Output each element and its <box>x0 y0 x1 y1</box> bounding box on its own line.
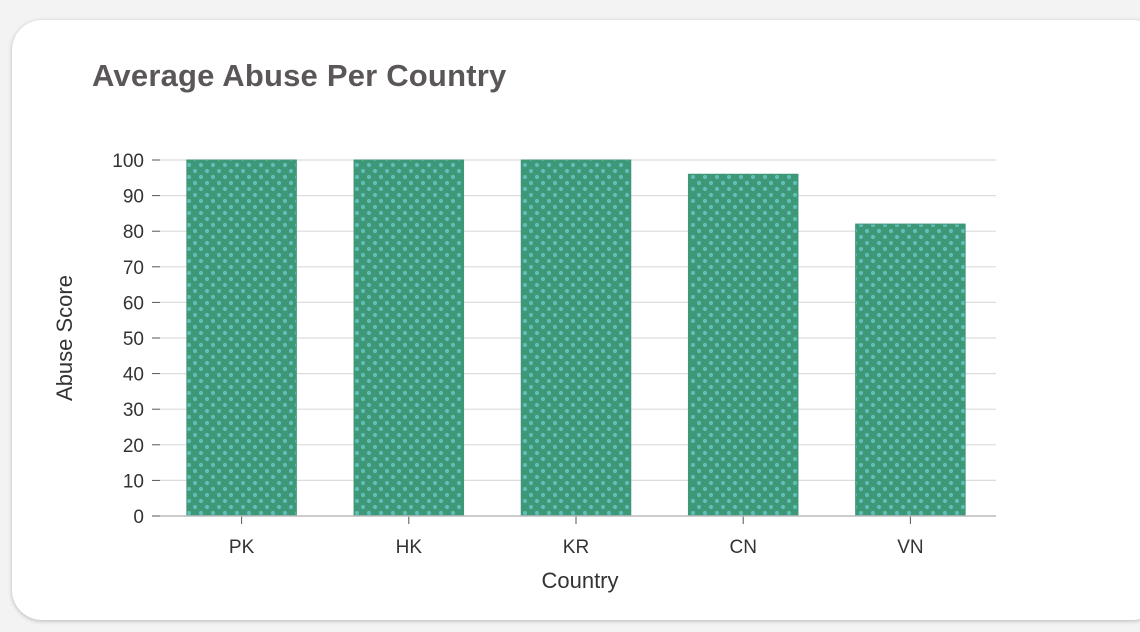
x-tick-label-cn: CN <box>729 537 756 558</box>
y-tick-label: 50 <box>123 329 144 350</box>
y-tick-label: 20 <box>123 436 144 457</box>
x-tick-label-hk: HK <box>396 537 423 558</box>
y-tick-label: 40 <box>123 365 144 386</box>
bar-kr[interactable] <box>520 159 632 517</box>
y-tick-label: 30 <box>123 400 144 421</box>
y-tick-label: 90 <box>123 187 144 208</box>
y-tick-label: 60 <box>123 293 144 314</box>
bars <box>186 159 966 517</box>
y-axis-title: Abuse Score <box>52 275 77 401</box>
y-tick-label: 0 <box>133 507 144 528</box>
y-tick-label: 80 <box>123 222 144 243</box>
x-tick-label-kr: KR <box>563 537 589 558</box>
x-axis-title: Country <box>541 568 618 593</box>
chart-title: Average Abuse Per Country <box>92 58 507 93</box>
bar-vn[interactable] <box>855 223 966 517</box>
x-tick-label-vn: VN <box>897 537 923 558</box>
y-tick-label: 100 <box>112 151 144 172</box>
bar-cn[interactable] <box>687 173 799 517</box>
y-tick-label: 70 <box>123 258 144 279</box>
x-tick-label-pk: PK <box>229 537 255 558</box>
axes: 0 10 20 30 40 50 60 70 80 90 100 PK HK KR CN VN <box>112 151 996 558</box>
y-tick-label: 10 <box>123 471 144 492</box>
bar-pk[interactable] <box>186 159 297 517</box>
bar-hk[interactable] <box>353 159 465 517</box>
